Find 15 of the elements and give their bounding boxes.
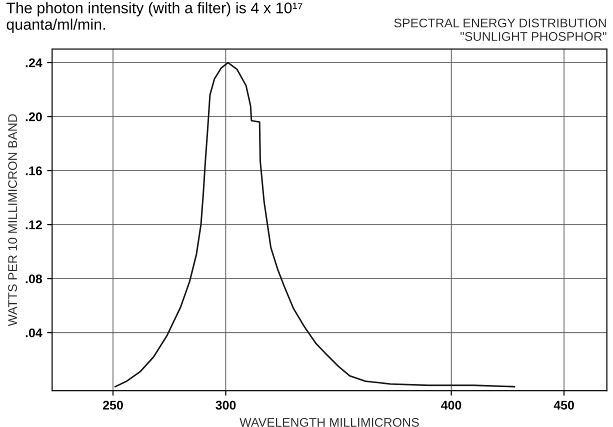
y-axis-title: WATTS PER 10 MILLIMICRON BAND [8, 114, 17, 326]
x-tick-label: 400 [441, 400, 462, 410]
y-tick-label: .12 [26, 220, 42, 230]
text: The photon intensity (with a filter) is 4 x 10¹⁷ quanta/ml/min. [6, 2, 302, 33]
y-tick-label: .16 [26, 166, 42, 176]
x-tick-label: 300 [216, 400, 236, 410]
y-tick-label: .08 [26, 274, 42, 284]
y-tick-label: .04 [26, 328, 42, 338]
y-tick-label: .20 [26, 112, 42, 122]
line-series [114, 62, 516, 388]
y-tick-label: .24 [26, 58, 42, 68]
chart-title: SPECTRAL ENERGY DISTRIBUTION "SUNLIGHT PHOSPHOR" [394, 18, 606, 41]
x-tick-label: 450 [554, 400, 574, 410]
x-tick-label: 250 [103, 400, 123, 410]
x-axis-title: WAVELENGTH MILLIMICRONS [240, 418, 419, 427]
